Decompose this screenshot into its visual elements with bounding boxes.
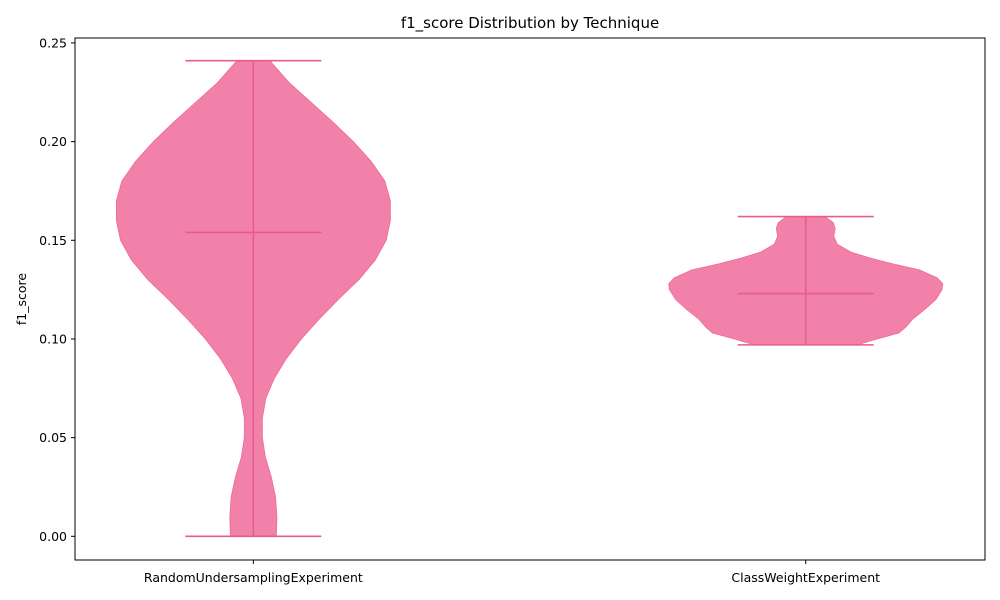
plot-frame	[74, 37, 986, 561]
x-axis: RandomUndersamplingExperiment ClassWeight…	[144, 560, 880, 585]
y-tick-label: 0.05	[39, 430, 67, 445]
y-tick-label: 0.10	[39, 331, 67, 346]
violin-RandomUndersamplingExperiment	[115, 59, 391, 538]
x-tick-label: RandomUndersamplingExperiment	[144, 570, 363, 585]
y-tick-label: 0.25	[39, 35, 67, 50]
y-tick-label: 0.00	[39, 529, 67, 544]
plot-area	[115, 59, 944, 538]
y-axis-label: f1_score	[14, 273, 29, 326]
x-tick-label: ClassWeightExperiment	[731, 570, 880, 585]
y-tick-label: 0.20	[39, 134, 67, 149]
y-axis: 0.00 0.05 0.10 0.15 0.20 0.25	[39, 35, 75, 544]
y-tick-label: 0.15	[39, 233, 67, 248]
violin-ClassWeightExperiment	[668, 215, 944, 346]
chart-title: f1_score Distribution by Technique	[401, 14, 659, 33]
